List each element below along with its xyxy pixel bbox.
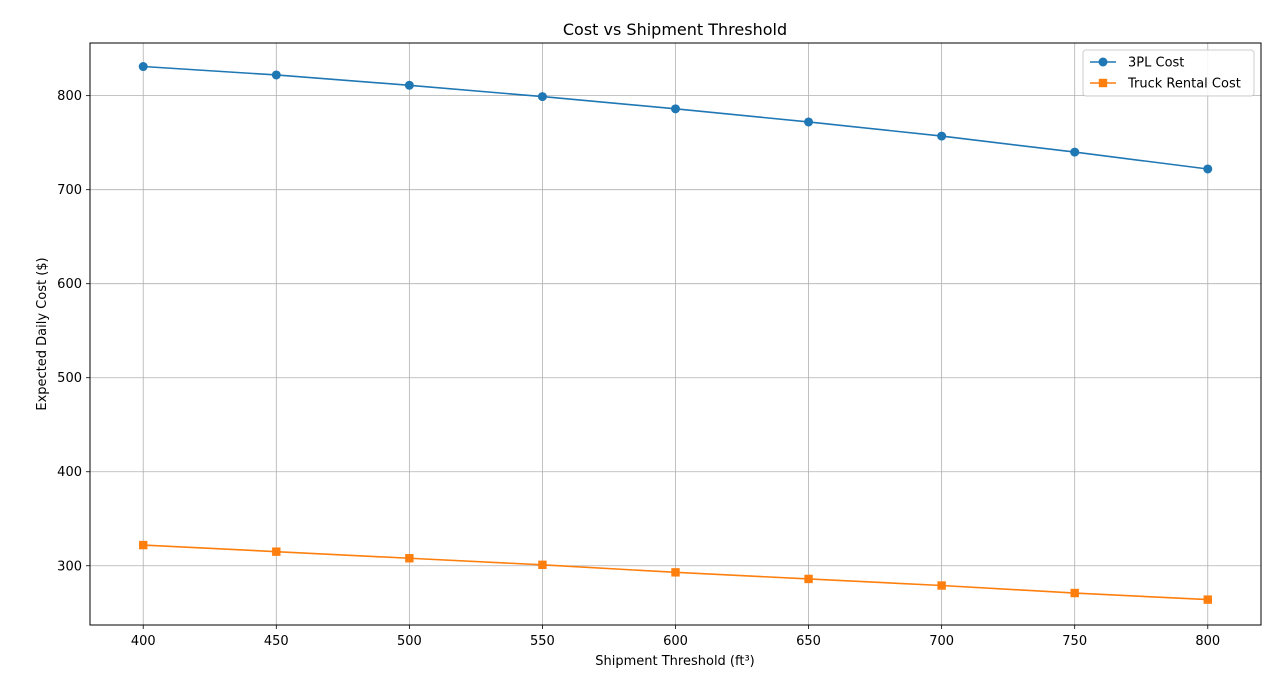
x-tick-label: 450	[264, 634, 289, 649]
series-0-point	[1203, 164, 1213, 174]
legend-label-1: Truck Rental Cost	[1127, 77, 1241, 92]
grid-lines	[90, 43, 1261, 625]
legend-marker-0	[1098, 57, 1108, 67]
y-axis-title: Expected Daily Cost ($)	[35, 257, 50, 410]
series-1-point	[671, 568, 680, 577]
y-tick-label: 300	[57, 559, 82, 574]
x-tick-label: 700	[929, 634, 954, 649]
y-tick-label: 600	[57, 277, 82, 292]
axis-ticks: 400 450 500 550 600 650 700 750 800 300 400 500 600 7…	[57, 89, 1220, 649]
y-tick-label: 700	[57, 183, 82, 198]
chart-title: Cost vs Shipment Threshold	[563, 20, 787, 39]
series-1-point	[538, 560, 547, 570]
y-tick-label: 800	[57, 89, 82, 104]
x-tick-label: 750	[1062, 634, 1087, 649]
series-1-point	[1070, 588, 1079, 598]
series-1-point	[1203, 595, 1212, 604]
x-tick-label: 600	[663, 634, 688, 649]
x-tick-label: 800	[1195, 634, 1220, 649]
x-axis-title: Shipment Threshold (ft³)	[595, 654, 755, 669]
legend-label-0: 3PL Cost	[1128, 56, 1184, 71]
series-0-point	[937, 131, 947, 141]
series-1-point	[937, 581, 946, 590]
series-0-point	[671, 104, 680, 114]
series-1-point	[272, 547, 281, 556]
x-tick-label: 400	[131, 634, 156, 649]
x-tick-label: 650	[796, 634, 821, 649]
x-tick-label: 500	[397, 634, 422, 649]
legend: 3PL Cost Truck Rental Cost	[1082, 49, 1255, 97]
plot-frame	[89, 42, 1262, 626]
series-0-point	[537, 92, 547, 102]
y-tick-label: 400	[57, 465, 82, 480]
series-0-point	[404, 80, 414, 90]
series-0-point	[804, 117, 814, 127]
series-0-point	[138, 62, 148, 72]
x-tick-label: 550	[530, 634, 555, 649]
legend-box	[1082, 49, 1255, 97]
series-0-point	[1070, 147, 1080, 157]
series-0-point	[271, 70, 281, 80]
series-1-point	[804, 574, 813, 584]
y-tick-label: 500	[57, 371, 82, 386]
legend-marker-1	[1098, 78, 1108, 88]
series-1-point	[139, 540, 148, 550]
series-1-point	[405, 554, 414, 563]
series-layer	[138, 62, 1213, 604]
